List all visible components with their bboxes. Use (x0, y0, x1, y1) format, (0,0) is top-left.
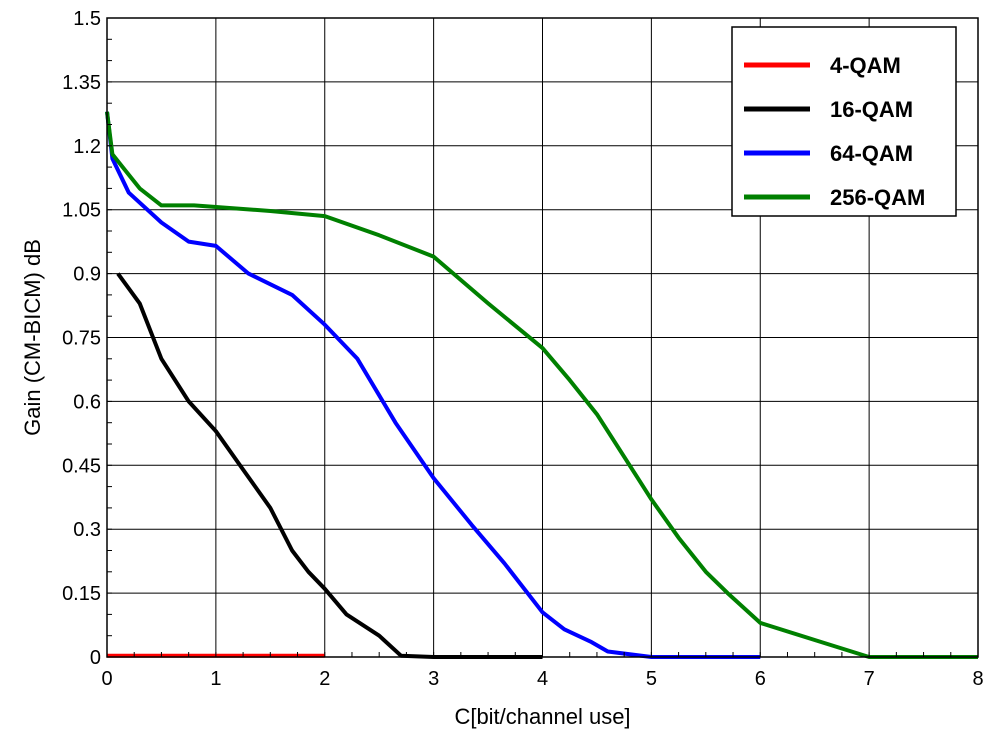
y-tick-label: 0.15 (62, 583, 101, 605)
y-tick-label: 1.05 (62, 200, 101, 222)
x-tick-label: 0 (101, 668, 112, 690)
legend-label: 64-QAM (830, 141, 913, 166)
y-tick-label: 0.9 (73, 264, 101, 286)
legend-label: 256-QAM (830, 185, 925, 210)
y-tick-label: 0.75 (62, 328, 101, 350)
x-tick-label: 8 (972, 668, 983, 690)
y-axis-label: Gain (CM-BICM) dB (20, 239, 45, 436)
x-axis-label: C[bit/channel use] (454, 704, 630, 729)
legend-box (731, 26, 957, 217)
series-line-256-qam (105, 111, 978, 659)
y-tick-label: 1.2 (73, 136, 101, 158)
legend-label: 16-QAM (830, 97, 913, 122)
y-tick-label: 0.6 (73, 391, 101, 413)
y-tick-label: 0 (90, 647, 101, 669)
series-line-16-qam (116, 272, 543, 659)
x-tick-label: 1 (210, 668, 221, 690)
plot-frame (106, 17, 979, 658)
series-line-64-qam (105, 111, 761, 659)
x-tick-label: 2 (319, 668, 330, 690)
legend-label: 4-QAM (830, 53, 901, 78)
y-tick-label: 1.5 (73, 8, 101, 30)
x-tick-label: 7 (864, 668, 875, 690)
series-layer (105, 111, 978, 659)
x-tick-label: 5 (646, 668, 657, 690)
x-tick-label: 4 (537, 668, 548, 690)
y-tick-label: 0.3 (73, 519, 101, 541)
tick-labels: 0 1 2 3 4 5 6 7 8 0 0.15 0.3 0.45 0.6 0.75 0.9 1.05 1.2 1.… (62, 8, 984, 690)
legend: 4-QAM 16-QAM 64-QAM 256-QAM (731, 26, 957, 217)
y-tick-label: 1.35 (62, 72, 101, 94)
x-tick-label: 3 (428, 668, 439, 690)
x-tick-label: 6 (755, 668, 766, 690)
axes (106, 17, 979, 658)
y-tick-label: 0.45 (62, 455, 101, 477)
